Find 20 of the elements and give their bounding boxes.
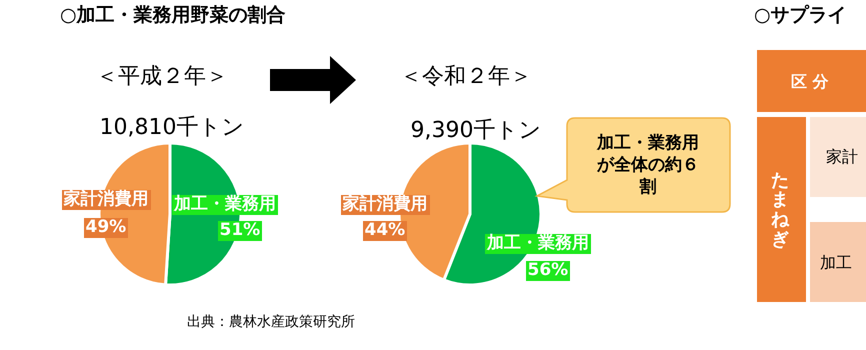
slice-label: 加工・業務用	[172, 194, 278, 215]
text: ○サプライ	[754, 4, 847, 27]
chart-title: ○加工・業務用野菜の割合	[60, 4, 286, 27]
data-label: 56%	[526, 260, 570, 281]
data-label: 51%	[218, 220, 262, 241]
chart-title: ＜令和２年＞	[400, 64, 532, 89]
text: 家計	[826, 147, 858, 166]
data-label: 44%	[362, 220, 408, 241]
text: 9,390千トン	[410, 118, 542, 143]
chart-subtitle: ＜平成２年＞	[96, 64, 228, 89]
text: 加工・業務用が全体の約６割	[596, 132, 700, 198]
text: たまねぎ	[771, 170, 790, 250]
slice-label: 加工・業務用	[485, 233, 591, 254]
slice-label: 家計消費用	[62, 189, 150, 210]
data-label: 49%	[84, 217, 128, 238]
text: 区 分	[791, 72, 829, 92]
source-note: 出典：農林水産政策研究所	[187, 314, 355, 330]
slice-label: 家計消費用	[340, 194, 430, 215]
text: 10,810千トン	[100, 114, 244, 140]
text: 加工	[820, 253, 852, 272]
